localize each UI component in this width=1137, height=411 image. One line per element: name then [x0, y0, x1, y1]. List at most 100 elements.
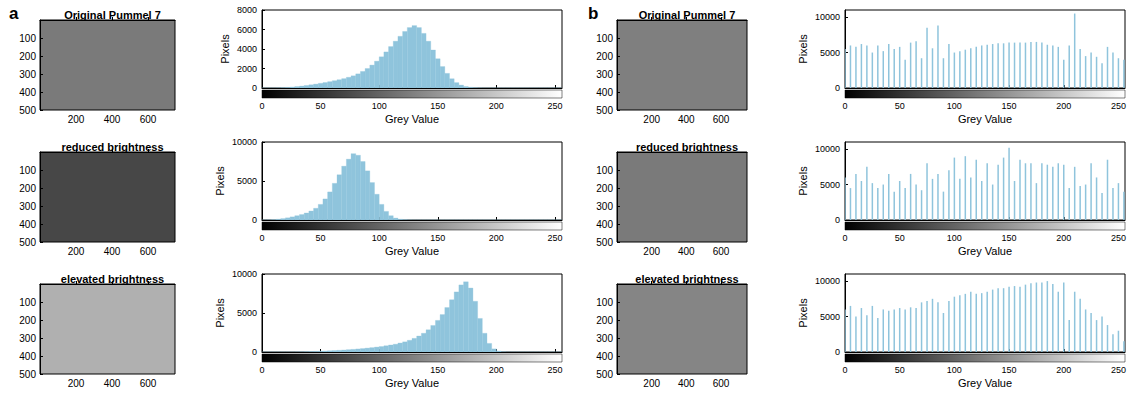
svg-text:0: 0 [842, 365, 847, 375]
svg-text:10000: 10000 [815, 144, 840, 154]
svg-text:200: 200 [596, 51, 613, 62]
svg-text:10000: 10000 [232, 269, 257, 279]
svg-text:0: 0 [259, 101, 264, 111]
svg-text:500: 500 [19, 369, 36, 380]
svg-text:300: 300 [596, 69, 613, 80]
svg-text:150: 150 [1002, 365, 1017, 375]
svg-text:a: a [9, 4, 19, 23]
svg-text:5000: 5000 [820, 48, 840, 58]
svg-text:100: 100 [596, 297, 613, 308]
svg-text:elevated brightness: elevated brightness [635, 273, 738, 285]
svg-text:100: 100 [947, 233, 962, 243]
svg-text:100: 100 [19, 297, 36, 308]
svg-text:5000: 5000 [820, 180, 840, 190]
svg-text:Grey Value: Grey Value [385, 113, 439, 125]
svg-text:0: 0 [259, 365, 264, 375]
svg-text:10000: 10000 [815, 276, 840, 286]
svg-text:0: 0 [835, 347, 840, 357]
svg-text:0: 0 [252, 83, 257, 93]
svg-text:250: 250 [547, 365, 562, 375]
svg-text:0: 0 [842, 101, 847, 111]
svg-text:400: 400 [596, 219, 613, 230]
svg-text:Pixels: Pixels [797, 298, 809, 328]
svg-text:100: 100 [947, 365, 962, 375]
svg-text:50: 50 [895, 365, 905, 375]
svg-text:400: 400 [678, 114, 695, 125]
svg-text:10000: 10000 [815, 12, 840, 22]
svg-text:200: 200 [596, 183, 613, 194]
svg-text:2000: 2000 [237, 64, 257, 74]
svg-text:400: 400 [104, 246, 121, 257]
svg-text:400: 400 [678, 378, 695, 389]
svg-text:250: 250 [1111, 101, 1126, 111]
svg-text:0: 0 [259, 233, 264, 243]
svg-text:200: 200 [596, 315, 613, 326]
svg-text:4000: 4000 [237, 44, 257, 54]
svg-text:100: 100 [596, 33, 613, 44]
svg-text:Pixels: Pixels [797, 34, 809, 64]
svg-text:300: 300 [596, 333, 613, 344]
svg-text:Grey Value: Grey Value [958, 245, 1012, 257]
svg-text:b: b [588, 4, 598, 23]
svg-text:500: 500 [596, 369, 613, 380]
svg-text:200: 200 [19, 51, 36, 62]
svg-text:50: 50 [316, 233, 326, 243]
svg-text:150: 150 [1002, 233, 1017, 243]
svg-text:reduced brightness: reduced brightness [636, 141, 738, 153]
svg-text:400: 400 [104, 114, 121, 125]
svg-text:Grey Value: Grey Value [385, 377, 439, 389]
svg-text:10000: 10000 [232, 137, 257, 147]
svg-text:5000: 5000 [820, 312, 840, 322]
svg-text:200: 200 [643, 114, 660, 125]
svg-text:0: 0 [835, 83, 840, 93]
svg-text:elevated brightness: elevated brightness [61, 273, 164, 285]
svg-text:100: 100 [372, 101, 387, 111]
svg-text:0: 0 [252, 215, 257, 225]
svg-text:600: 600 [140, 114, 157, 125]
svg-text:0: 0 [835, 215, 840, 225]
svg-text:0: 0 [842, 233, 847, 243]
svg-text:Original Pummel 7: Original Pummel 7 [64, 9, 161, 21]
svg-text:100: 100 [19, 33, 36, 44]
svg-text:Grey Value: Grey Value [385, 245, 439, 257]
svg-text:200: 200 [19, 315, 36, 326]
svg-text:250: 250 [1111, 233, 1126, 243]
svg-text:200: 200 [1056, 233, 1071, 243]
svg-text:100: 100 [596, 165, 613, 176]
svg-text:500: 500 [19, 237, 36, 248]
svg-text:Pixels: Pixels [219, 34, 231, 64]
svg-text:400: 400 [19, 351, 36, 362]
svg-text:300: 300 [19, 69, 36, 80]
svg-text:400: 400 [19, 87, 36, 98]
svg-text:200: 200 [1056, 101, 1071, 111]
svg-text:50: 50 [895, 101, 905, 111]
svg-text:Grey Value: Grey Value [958, 113, 1012, 125]
svg-text:600: 600 [140, 378, 157, 389]
svg-text:600: 600 [140, 246, 157, 257]
svg-text:500: 500 [596, 105, 613, 116]
svg-text:Original Pummel 7: Original Pummel 7 [639, 9, 736, 21]
svg-text:50: 50 [316, 365, 326, 375]
svg-text:150: 150 [430, 233, 445, 243]
svg-text:5000: 5000 [237, 176, 257, 186]
svg-text:200: 200 [68, 378, 85, 389]
svg-text:Pixels: Pixels [214, 298, 226, 328]
svg-text:400: 400 [104, 378, 121, 389]
svg-text:6000: 6000 [237, 25, 257, 35]
svg-text:100: 100 [947, 101, 962, 111]
svg-text:reduced brightness: reduced brightness [61, 141, 163, 153]
svg-text:200: 200 [489, 233, 504, 243]
svg-text:300: 300 [19, 201, 36, 212]
svg-text:600: 600 [713, 378, 730, 389]
svg-text:200: 200 [1056, 365, 1071, 375]
svg-text:600: 600 [713, 246, 730, 257]
svg-text:400: 400 [678, 246, 695, 257]
svg-text:0: 0 [252, 347, 257, 357]
svg-text:Pixels: Pixels [214, 166, 226, 196]
svg-text:100: 100 [372, 365, 387, 375]
svg-text:5000: 5000 [237, 308, 257, 318]
svg-text:200: 200 [489, 101, 504, 111]
svg-text:150: 150 [430, 365, 445, 375]
svg-text:200: 200 [489, 365, 504, 375]
svg-text:200: 200 [643, 378, 660, 389]
